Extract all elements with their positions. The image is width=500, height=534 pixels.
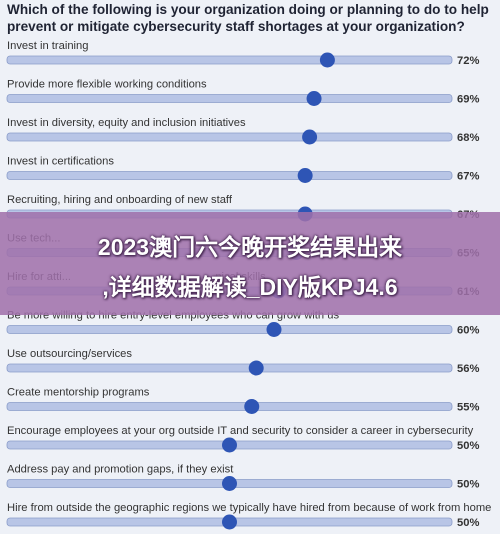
bar-track — [6, 325, 453, 334]
overlay-line-1: 2023澳门六今晚开奖结果出来 — [97, 234, 403, 260]
category-label: Invest in certifications — [7, 156, 114, 168]
value-label: 67% — [457, 171, 479, 183]
value-dot — [222, 476, 237, 491]
bar-track — [6, 132, 453, 142]
value-label: 50% — [457, 479, 479, 491]
bar-track — [6, 94, 453, 103]
category-label: Create mentorship programs — [7, 387, 150, 399]
value-dot — [222, 514, 237, 530]
value-dot — [302, 129, 318, 145]
overlay-line-2: ,详细数据解读_DIY版KPJ4.6 — [102, 274, 398, 300]
category-label: Invest in training — [7, 40, 88, 52]
category-label: Address pay and promotion gaps, if they … — [7, 464, 234, 476]
value-dot — [222, 437, 237, 453]
value-dot — [248, 360, 264, 376]
bar-track — [6, 363, 453, 373]
value-label: 56% — [457, 363, 479, 375]
value-dot — [306, 91, 322, 106]
value-label: 50% — [457, 440, 479, 452]
value-label: 69% — [457, 94, 479, 106]
value-dot — [297, 168, 313, 183]
value-dot — [319, 52, 335, 68]
category-label: Hire from outside the geographic regions… — [7, 502, 491, 514]
value-label: 50% — [457, 517, 479, 529]
value-label: 72% — [457, 55, 479, 67]
category-label: Provide more flexible working conditions — [7, 79, 207, 91]
value-label: 68% — [457, 132, 479, 144]
category-label: Encourage employees at your org outside … — [7, 425, 474, 437]
value-dot — [244, 399, 260, 414]
category-label: Use outsourcing/services — [7, 348, 132, 360]
bar-track — [6, 55, 453, 65]
category-label: Recruiting, hiring and onboarding of new… — [7, 194, 233, 206]
category-label: Invest in diversity, equity and inclusio… — [7, 117, 246, 129]
bar-track — [6, 402, 453, 411]
value-dot — [266, 322, 282, 337]
overlay-banner — [0, 212, 500, 315]
bar-track — [6, 171, 453, 180]
value-label: 55% — [457, 402, 479, 414]
chart-title: Which of the following is your organizat… — [7, 2, 489, 34]
value-label: 60% — [457, 325, 479, 337]
